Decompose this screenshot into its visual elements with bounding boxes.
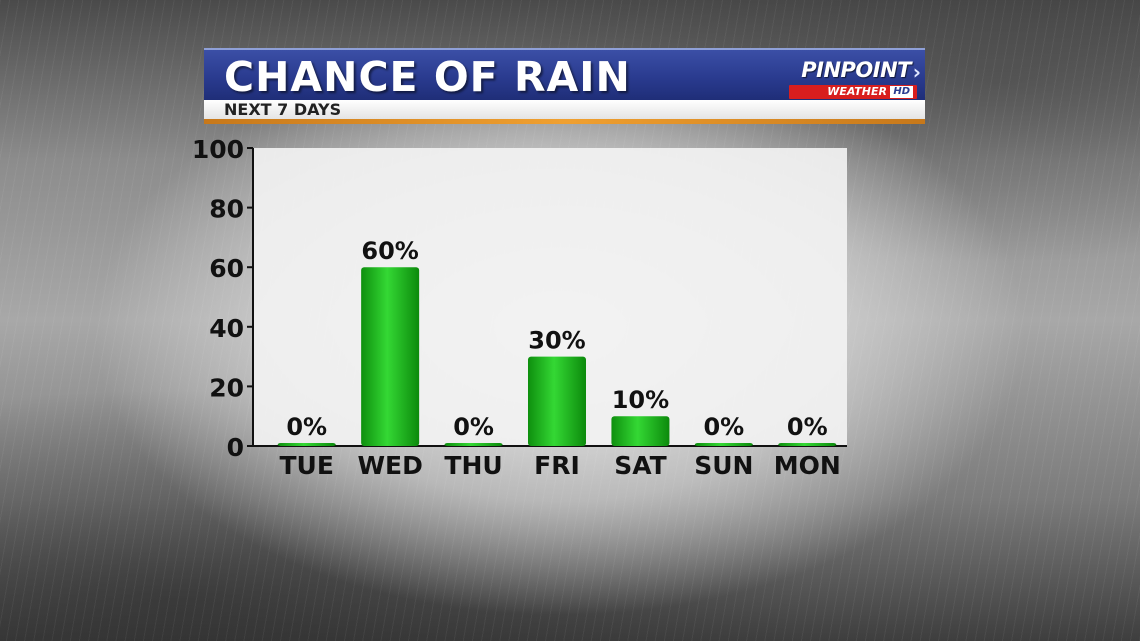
y-tick-label: 60 [209, 254, 244, 283]
value-label-tue: 0% [286, 413, 327, 441]
header-banner: CHANCE OF RAIN PINPOINT › WEATHER HD NEX… [204, 48, 925, 124]
value-labels-group: 0% 60% 0% 30% 10% 0% 0% [286, 237, 827, 441]
logo-hd-badge: HD [890, 86, 913, 98]
banner-subtitle-bar: NEXT 7 DAYS [204, 100, 925, 119]
y-tick-label: 0 [227, 433, 244, 462]
y-tick-label: 20 [209, 373, 244, 402]
page-title: CHANCE OF RAIN [224, 53, 631, 101]
x-label-tue: TUE [279, 451, 333, 480]
value-label-mon: 0% [787, 413, 828, 441]
banner-title-bar: CHANCE OF RAIN PINPOINT › WEATHER HD [204, 48, 925, 101]
bar-wed [361, 267, 420, 446]
x-label-sat: SAT [614, 451, 666, 480]
x-label-thu: THU [444, 451, 502, 480]
chevron-right-icon: › [912, 60, 921, 84]
y-tick-label: 100 [192, 135, 244, 164]
value-label-sat: 10% [612, 386, 669, 414]
value-label-fri: 30% [528, 327, 585, 355]
x-label-sun: SUN [694, 451, 753, 480]
bar-sat [611, 416, 670, 446]
x-label-wed: WED [357, 451, 422, 480]
bar-tue [277, 443, 336, 446]
x-label-fri: FRI [534, 451, 580, 480]
logo-main-text: PINPOINT [801, 58, 911, 82]
value-label-sun: 0% [703, 413, 744, 441]
bars-group [277, 267, 837, 446]
logo-sub-text: WEATHER [827, 85, 887, 98]
bar-sun [694, 443, 753, 446]
bar-fri [528, 356, 586, 446]
bar-thu [444, 443, 503, 446]
page-subtitle: NEXT 7 DAYS [224, 100, 342, 119]
banner-accent-stripe [204, 119, 925, 124]
y-tick-label: 80 [209, 195, 244, 224]
value-label-thu: 0% [453, 413, 494, 441]
bar-mon [778, 443, 837, 446]
y-axis-ticks: 0 20 40 60 80 100 [192, 135, 253, 462]
value-label-wed: 60% [361, 237, 418, 265]
x-axis-labels: TUE WED THU FRI SAT SUN MON [279, 451, 840, 480]
y-tick-label: 40 [209, 314, 244, 343]
station-logo: PINPOINT › WEATHER HD [789, 58, 921, 100]
x-label-mon: MON [774, 451, 841, 480]
logo-sub-bar: WEATHER HD [789, 85, 917, 99]
